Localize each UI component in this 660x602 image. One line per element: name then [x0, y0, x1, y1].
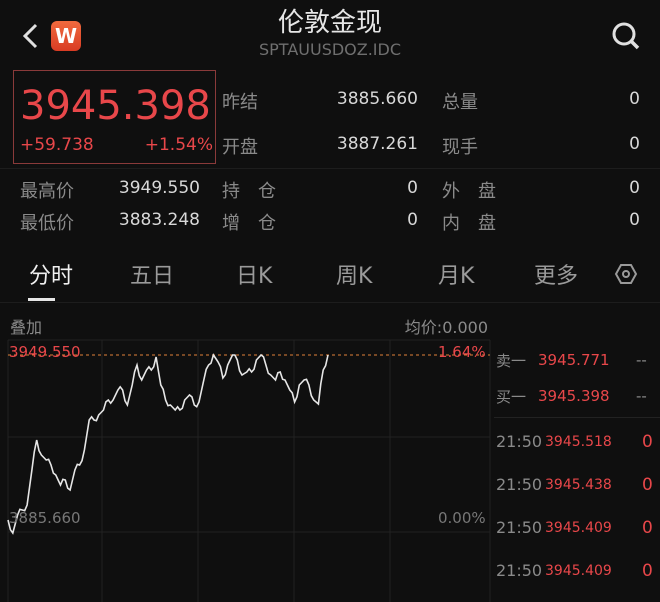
stat-label: 开盘: [222, 137, 258, 158]
trade-price: 3945.409: [545, 563, 612, 579]
intraday-chart[interactable]: [0, 335, 492, 602]
trade-volume: 0: [642, 518, 653, 538]
price-box: 3945.398 +59.738 +1.54%: [13, 70, 216, 164]
tab-more[interactable]: 更多: [534, 264, 579, 289]
settings-hexagon-icon[interactable]: [614, 262, 638, 286]
tab-intraday[interactable]: 分时: [29, 264, 74, 289]
tab-monthly-k[interactable]: 月K: [438, 264, 475, 289]
divider: [0, 168, 660, 169]
trade-time: 21:50: [496, 432, 543, 451]
tab-weekly-k[interactable]: 周K: [336, 264, 373, 289]
overlay-button[interactable]: 叠加: [10, 318, 43, 337]
stat-value: 3949.550: [118, 178, 200, 198]
stat-value: 0: [407, 210, 418, 230]
trade-price: 3945.438: [545, 477, 612, 493]
bid-volume: --: [636, 387, 647, 405]
y-tick-base: 3885.660: [9, 509, 81, 527]
trade-price: 3945.409: [545, 520, 612, 536]
tab-daily-k[interactable]: 日K: [236, 264, 273, 289]
stat-label: 增 仓: [222, 213, 276, 234]
stat-label: 外 盘: [442, 181, 496, 202]
price-line: [7, 353, 329, 535]
trade-price: 3945.518: [545, 434, 612, 450]
y-tick-top: 3949.550: [9, 343, 81, 361]
stat-label: 昨结: [222, 92, 258, 113]
trade-volume: 0: [642, 561, 653, 581]
stat-value: 0: [629, 89, 640, 109]
stat-label: 持 仓: [222, 181, 276, 202]
stat-label: 最高价: [20, 181, 74, 202]
trade-time: 21:50: [496, 561, 543, 580]
bid-price: 3945.398: [538, 387, 610, 405]
divider: [494, 417, 660, 418]
stat-value: 0: [629, 134, 640, 154]
ask-label: 卖一: [496, 352, 527, 370]
stat-value: 3883.248: [118, 210, 200, 230]
stat-value: 3885.660: [336, 89, 418, 109]
price-change-pct: +1.54%: [144, 135, 213, 155]
trade-volume: 0: [642, 475, 653, 495]
trade-time: 21:50: [496, 518, 543, 537]
trade-time: 21:50: [496, 475, 543, 494]
stat-label: 现手: [442, 137, 478, 158]
pct-tick-base: 0.00%: [438, 509, 486, 527]
bid-label: 买一: [496, 388, 527, 406]
ask-price: 3945.771: [538, 351, 610, 369]
stat-label: 内 盘: [442, 213, 496, 234]
ask-volume: --: [636, 351, 647, 369]
active-tab-indicator: [28, 298, 55, 301]
chevron-left-icon[interactable]: [20, 22, 40, 50]
stat-label: 最低价: [20, 213, 74, 234]
stat-value: 3887.261: [336, 134, 418, 154]
stat-value: 0: [629, 210, 640, 230]
pct-tick-top: 1.64%: [438, 343, 486, 361]
stat-label: 总量: [442, 92, 478, 113]
page-title: 伦敦金现: [277, 8, 382, 38]
average-price: 均价:0.000: [404, 318, 488, 337]
chart-grid: [7, 339, 491, 602]
last-price: 3945.398: [20, 83, 211, 129]
stat-value: 0: [407, 178, 418, 198]
stat-value: 0: [629, 178, 640, 198]
symbol-code: SPTAUUSDOZ.IDC: [258, 40, 402, 59]
divider: [0, 302, 660, 303]
search-icon[interactable]: [610, 20, 642, 52]
tab-five-day[interactable]: 五日: [130, 264, 175, 289]
price-change: +59.738: [20, 135, 94, 155]
trade-volume: 0: [642, 432, 653, 452]
app-logo: W: [51, 21, 81, 51]
